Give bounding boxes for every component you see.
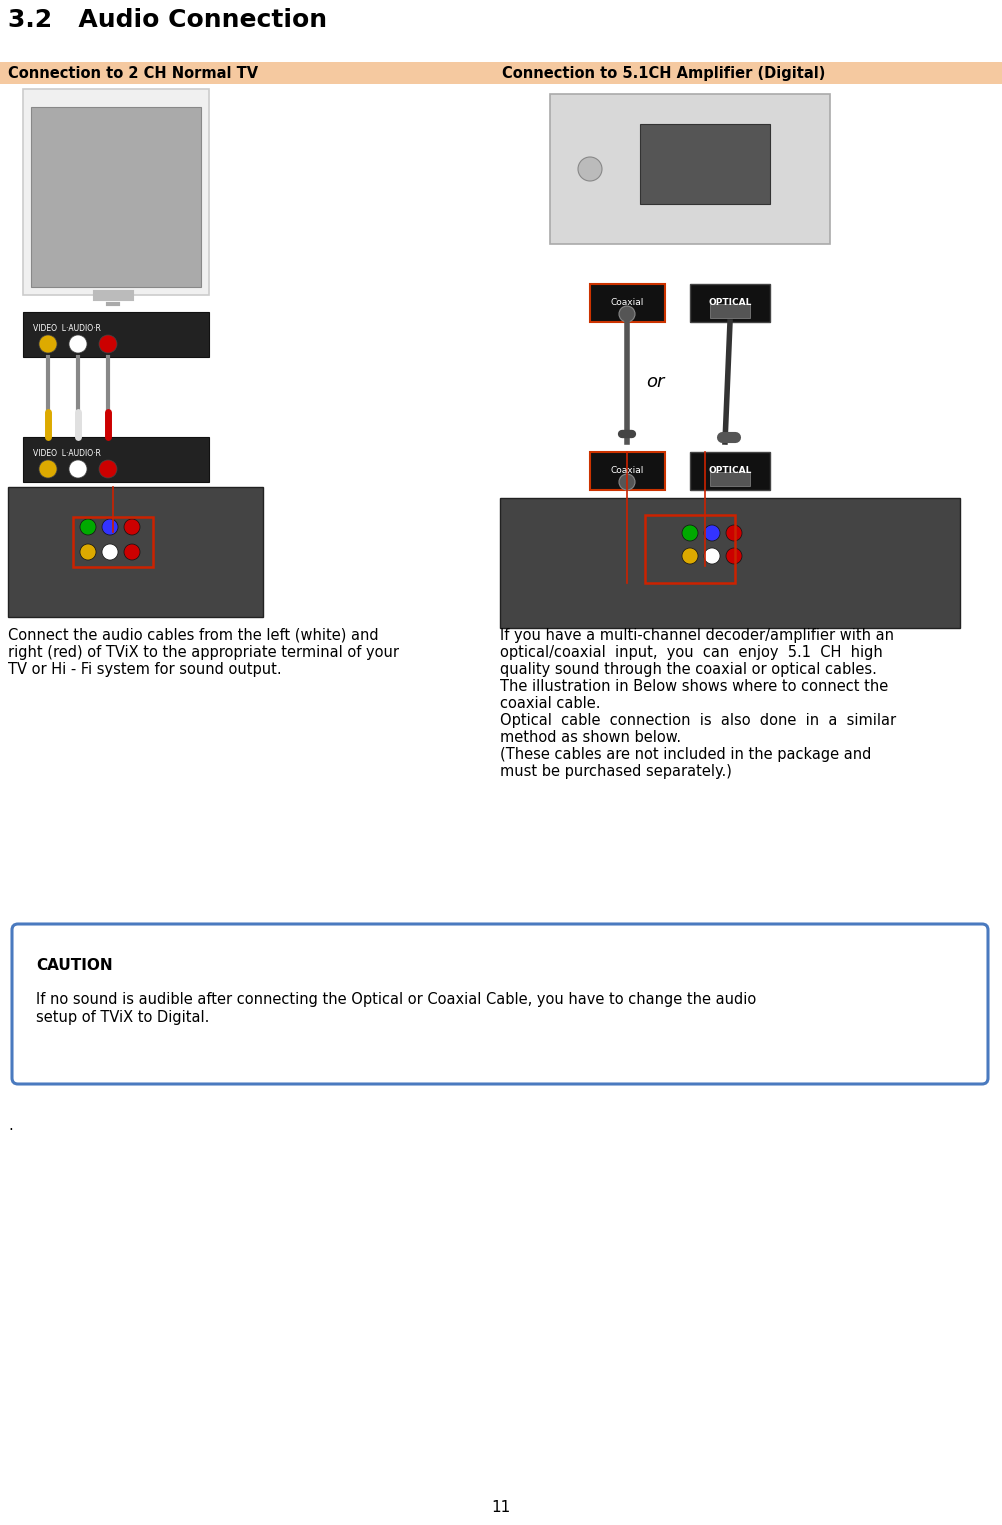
FancyBboxPatch shape xyxy=(23,88,209,294)
Circle shape xyxy=(102,544,118,560)
Circle shape xyxy=(99,461,117,477)
FancyBboxPatch shape xyxy=(31,107,201,287)
Text: OPTICAL: OPTICAL xyxy=(708,467,752,474)
Text: Connect the audio cables from the left (white) and: Connect the audio cables from the left (… xyxy=(8,628,379,644)
Circle shape xyxy=(704,547,720,564)
FancyBboxPatch shape xyxy=(590,284,665,322)
FancyBboxPatch shape xyxy=(550,95,830,244)
FancyBboxPatch shape xyxy=(690,451,770,490)
Text: 3.2   Audio Connection: 3.2 Audio Connection xyxy=(8,8,327,32)
Text: must be purchased separately.): must be purchased separately.) xyxy=(500,764,731,779)
Circle shape xyxy=(682,525,698,541)
Circle shape xyxy=(726,525,742,541)
Text: Optical  cable  connection  is  also  done  in  a  similar: Optical cable connection is also done in… xyxy=(500,714,896,727)
Circle shape xyxy=(682,547,698,564)
Text: setup of TViX to Digital.: setup of TViX to Digital. xyxy=(36,1010,209,1025)
FancyBboxPatch shape xyxy=(690,284,770,322)
Circle shape xyxy=(69,336,87,352)
FancyBboxPatch shape xyxy=(23,438,209,482)
FancyBboxPatch shape xyxy=(500,499,960,628)
Text: Connection to 2 CH Normal TV: Connection to 2 CH Normal TV xyxy=(8,66,259,81)
Bar xyxy=(0,63,1002,84)
Text: .: . xyxy=(8,1118,13,1133)
Text: method as shown below.: method as shown below. xyxy=(500,730,681,746)
Text: The illustration in Below shows where to connect the: The illustration in Below shows where to… xyxy=(500,679,888,694)
Circle shape xyxy=(124,544,140,560)
Text: (These cables are not included in the package and: (These cables are not included in the pa… xyxy=(500,747,872,762)
Text: coaxial cable.: coaxial cable. xyxy=(500,695,600,711)
Text: optical/coaxial  input,  you  can  enjoy  5.1  CH  high: optical/coaxial input, you can enjoy 5.1… xyxy=(500,645,883,660)
Text: quality sound through the coaxial or optical cables.: quality sound through the coaxial or opt… xyxy=(500,662,877,677)
FancyBboxPatch shape xyxy=(590,451,665,490)
Circle shape xyxy=(80,544,96,560)
Text: Coaxial: Coaxial xyxy=(610,297,643,307)
FancyBboxPatch shape xyxy=(23,313,209,357)
Circle shape xyxy=(99,336,117,352)
Circle shape xyxy=(578,157,602,181)
Circle shape xyxy=(726,547,742,564)
Text: right (red) of TViX to the appropriate terminal of your: right (red) of TViX to the appropriate t… xyxy=(8,645,399,660)
Circle shape xyxy=(124,518,140,535)
Text: CAUTION: CAUTION xyxy=(36,958,112,973)
Text: TV or Hi - Fi system for sound output.: TV or Hi - Fi system for sound output. xyxy=(8,662,282,677)
Circle shape xyxy=(69,461,87,477)
Text: If no sound is audible after connecting the Optical or Coaxial Cable, you have t: If no sound is audible after connecting … xyxy=(36,991,757,1006)
FancyBboxPatch shape xyxy=(12,924,988,1084)
Text: OPTICAL: OPTICAL xyxy=(708,297,752,307)
Circle shape xyxy=(39,461,57,477)
FancyBboxPatch shape xyxy=(710,473,750,486)
Circle shape xyxy=(80,518,96,535)
Text: If you have a multi-channel decoder/amplifier with an: If you have a multi-channel decoder/ampl… xyxy=(500,628,894,644)
Text: VIDEO  L·AUDIO·R: VIDEO L·AUDIO·R xyxy=(33,323,101,332)
Circle shape xyxy=(619,474,635,490)
Text: or: or xyxy=(646,374,664,390)
Circle shape xyxy=(39,336,57,352)
FancyBboxPatch shape xyxy=(710,303,750,319)
FancyBboxPatch shape xyxy=(640,124,770,204)
Circle shape xyxy=(102,518,118,535)
Text: VIDEO  L·AUDIO·R: VIDEO L·AUDIO·R xyxy=(33,448,101,458)
Text: Coaxial: Coaxial xyxy=(610,467,643,474)
Circle shape xyxy=(619,307,635,322)
Text: 11: 11 xyxy=(491,1501,511,1514)
Circle shape xyxy=(704,525,720,541)
Text: Connection to 5.1CH Amplifier (Digital): Connection to 5.1CH Amplifier (Digital) xyxy=(502,66,826,81)
FancyBboxPatch shape xyxy=(8,486,263,618)
